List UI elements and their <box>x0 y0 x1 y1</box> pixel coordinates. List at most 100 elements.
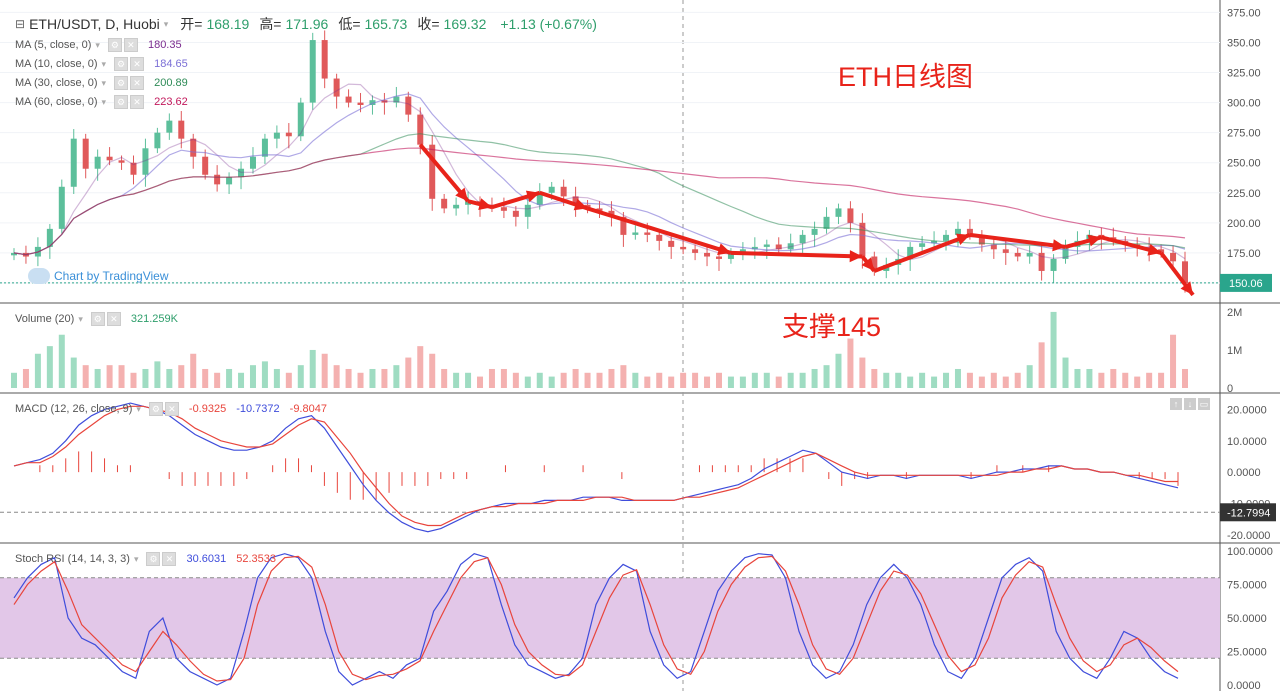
stoch-tick-label: 0.0000 <box>1227 680 1261 691</box>
candle-body <box>345 96 352 103</box>
candle-body <box>249 156 256 169</box>
last-price-tag-label: 150.06 <box>1229 278 1263 290</box>
volume-bar <box>1170 334 1177 388</box>
volume-bar <box>261 361 268 388</box>
arrow-head <box>1087 234 1102 247</box>
candle-body <box>106 156 113 161</box>
candle-body <box>715 256 722 259</box>
volume-bar <box>1014 372 1021 388</box>
candle-body <box>11 252 17 256</box>
price-tick-label: 275.00 <box>1227 128 1261 140</box>
volume-bar <box>990 372 997 388</box>
candle-body <box>919 243 926 247</box>
volume-bar <box>405 357 412 388</box>
macd-tick-label: 10.0000 <box>1227 436 1267 448</box>
arrow-head <box>849 250 863 263</box>
candle-body <box>46 228 53 247</box>
volume-bar <box>1062 357 1069 388</box>
candle-body <box>1050 258 1057 271</box>
macd-tick-label: 0.0000 <box>1227 467 1261 479</box>
volume-bar <box>656 372 663 388</box>
volume-bar <box>273 368 280 388</box>
volume-bar <box>823 365 830 388</box>
candle-body <box>931 240 938 244</box>
candle-body <box>1062 246 1069 259</box>
candle-body <box>560 186 567 197</box>
volume-bar <box>333 365 340 388</box>
candle-body <box>154 132 161 149</box>
candle-body <box>309 40 316 103</box>
volume-bar <box>751 372 758 388</box>
candle-body <box>596 208 603 211</box>
candle-body <box>1170 252 1177 262</box>
candle-body <box>656 234 663 241</box>
candle-body <box>775 244 782 250</box>
candle-body <box>214 174 221 185</box>
volume-bar <box>34 353 41 388</box>
last-price-tag <box>1220 273 1272 292</box>
volume-bar <box>500 368 507 388</box>
candle-body <box>727 252 734 259</box>
volume-bar <box>249 365 256 388</box>
volume-bar <box>859 357 866 388</box>
macd-tick-label: 20.0000 <box>1227 404 1267 416</box>
volume-bar <box>931 376 938 388</box>
stoch-k-line <box>13 553 1179 686</box>
volume-bar <box>1110 368 1117 388</box>
volume-bar <box>154 361 161 388</box>
volume-bar <box>799 372 806 388</box>
macd-tag-label: -12.7994 <box>1227 507 1270 519</box>
volume-bar <box>1002 376 1009 388</box>
candle-body <box>118 160 125 163</box>
volume-bar <box>943 372 950 388</box>
candle-body <box>166 120 173 133</box>
volume-bar <box>883 372 890 388</box>
volume-bar <box>1182 368 1188 388</box>
macd-tick-label: -20.0000 <box>1227 530 1270 542</box>
candle-body <box>524 204 531 217</box>
candle-body <box>285 132 292 137</box>
volume-bar <box>715 372 722 388</box>
volume-bar <box>704 376 711 388</box>
candle-body <box>763 244 770 247</box>
candle-body <box>178 120 185 139</box>
candle-body <box>990 244 997 250</box>
candle-body <box>1038 252 1045 271</box>
candle-body <box>190 138 197 157</box>
candle-body <box>632 232 639 235</box>
candle-body <box>680 246 687 250</box>
volume-bar <box>58 334 65 388</box>
volume-tick-label: 2M <box>1227 307 1242 319</box>
candle-body <box>739 249 746 253</box>
volume-bar <box>572 368 579 388</box>
moving-average-line <box>13 83 1186 261</box>
candle-body <box>70 138 77 187</box>
volume-bar <box>94 368 101 388</box>
candle-body <box>966 228 973 235</box>
volume-bar <box>214 372 221 388</box>
price-tick-label: 200.00 <box>1227 218 1261 230</box>
volume-bar <box>70 357 77 388</box>
candle-body <box>82 138 89 169</box>
arrow-head <box>861 257 875 271</box>
volume-bar <box>238 372 245 388</box>
volume-bar <box>775 376 782 388</box>
candle-body <box>357 102 364 105</box>
volume-bar <box>345 368 352 388</box>
candle-body <box>823 216 830 229</box>
candle-body <box>668 240 675 247</box>
volume-bar <box>584 372 591 388</box>
volume-bar <box>978 376 985 388</box>
volume-bar <box>668 376 675 388</box>
volume-bar <box>429 353 436 388</box>
price-tick-label: 250.00 <box>1227 158 1261 170</box>
candle-body <box>297 102 304 137</box>
candle-body <box>429 144 436 199</box>
volume-bar <box>787 372 794 388</box>
signal-line <box>13 405 1178 527</box>
candle-body <box>620 216 627 235</box>
stoch-tick-label: 25.0000 <box>1227 647 1267 659</box>
volume-bar <box>166 368 173 388</box>
price-tick-label: 375.00 <box>1227 7 1261 19</box>
